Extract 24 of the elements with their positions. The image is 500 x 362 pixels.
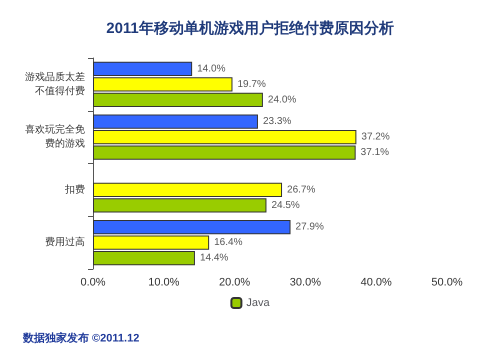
data-label: 14.4% <box>200 252 228 264</box>
x-tick-label: 30.0% <box>290 276 322 288</box>
x-tick-label: 50.0% <box>431 276 463 288</box>
x-tick-label: 20.0% <box>219 276 250 288</box>
data-label: 37.2% <box>361 132 390 143</box>
text: 数据独家发布 ©2011.12 <box>22 332 140 344</box>
y-tick-label: 费用过高 <box>45 236 85 248</box>
x-tick-label: 10.0% <box>148 276 180 288</box>
data-label: 24.5% <box>271 200 300 211</box>
chart-title: 2011年移动单机游戏用户拒绝付费原因分析 <box>106 19 394 37</box>
y-tick-label: 喜欢玩完全免费的游戏 <box>25 124 85 150</box>
data-label: 27.9% <box>296 222 324 233</box>
y-tick-label: 扣费 <box>64 183 85 196</box>
data-label: 19.7% <box>237 78 266 90</box>
x-tick-label: 0.0% <box>80 276 106 288</box>
data-label: 37.1% <box>360 147 390 158</box>
data-label: 16.4% <box>214 237 243 248</box>
x-tick-label: 40.0% <box>360 276 392 288</box>
data-label: 24.0% <box>268 94 296 106</box>
legend-label: Java <box>246 297 270 309</box>
y-tick-label: 游戏品质太差不值得付费 <box>25 70 85 97</box>
data-label: 26.7% <box>287 184 316 196</box>
data-label: 14.0% <box>197 63 226 74</box>
data-label: 23.3% <box>262 116 292 128</box>
